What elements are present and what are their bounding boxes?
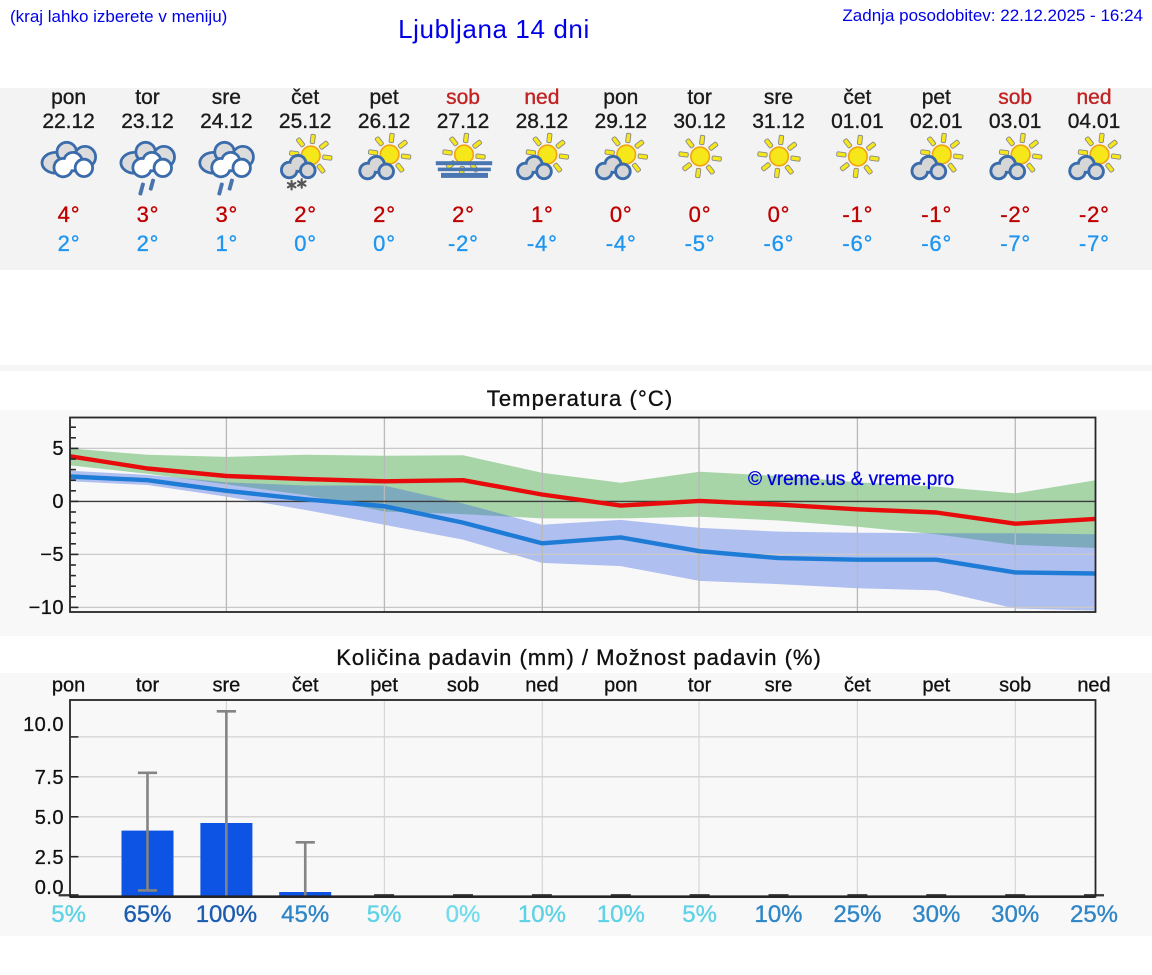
svg-text:pet: pet <box>370 675 398 697</box>
svg-text:5.0: 5.0 <box>35 807 64 829</box>
svg-text:tor: tor <box>136 675 160 697</box>
svg-text:pet: pet <box>922 675 950 697</box>
svg-text:5%: 5% <box>51 901 86 928</box>
svg-text:10%: 10% <box>754 901 802 928</box>
svg-text:10%: 10% <box>597 901 645 928</box>
svg-text:−10: −10 <box>29 597 64 619</box>
svg-text:25%: 25% <box>1070 901 1118 928</box>
svg-text:ned: ned <box>525 675 558 697</box>
svg-text:2.5: 2.5 <box>35 847 64 869</box>
svg-text:25%: 25% <box>833 901 881 928</box>
svg-text:pon: pon <box>52 675 85 697</box>
svg-text:5: 5 <box>52 438 64 460</box>
svg-text:sob: sob <box>999 675 1031 697</box>
svg-text:−5: −5 <box>40 544 64 566</box>
svg-text:© vreme.us & vreme.pro: © vreme.us & vreme.pro <box>748 469 954 490</box>
svg-text:sob: sob <box>447 675 479 697</box>
svg-text:čet: čet <box>844 675 871 697</box>
svg-text:tor: tor <box>688 675 712 697</box>
svg-text:7.5: 7.5 <box>35 767 64 789</box>
svg-text:pon: pon <box>604 675 637 697</box>
svg-text:65%: 65% <box>123 901 171 928</box>
svg-text:10%: 10% <box>518 901 566 928</box>
svg-text:sre: sre <box>765 675 793 697</box>
svg-text:5%: 5% <box>682 901 717 928</box>
svg-text:sre: sre <box>213 675 241 697</box>
svg-text:ned: ned <box>1077 675 1110 697</box>
svg-text:30%: 30% <box>912 901 960 928</box>
svg-text:5%: 5% <box>367 901 402 928</box>
svg-text:10.0: 10.0 <box>23 714 64 736</box>
svg-text:100%: 100% <box>196 901 257 928</box>
svg-text:45%: 45% <box>281 901 329 928</box>
svg-text:0: 0 <box>52 491 64 513</box>
svg-text:0.0: 0.0 <box>35 877 64 899</box>
svg-text:čet: čet <box>292 675 319 697</box>
svg-text:0%: 0% <box>446 901 481 928</box>
svg-text:30%: 30% <box>991 901 1039 928</box>
